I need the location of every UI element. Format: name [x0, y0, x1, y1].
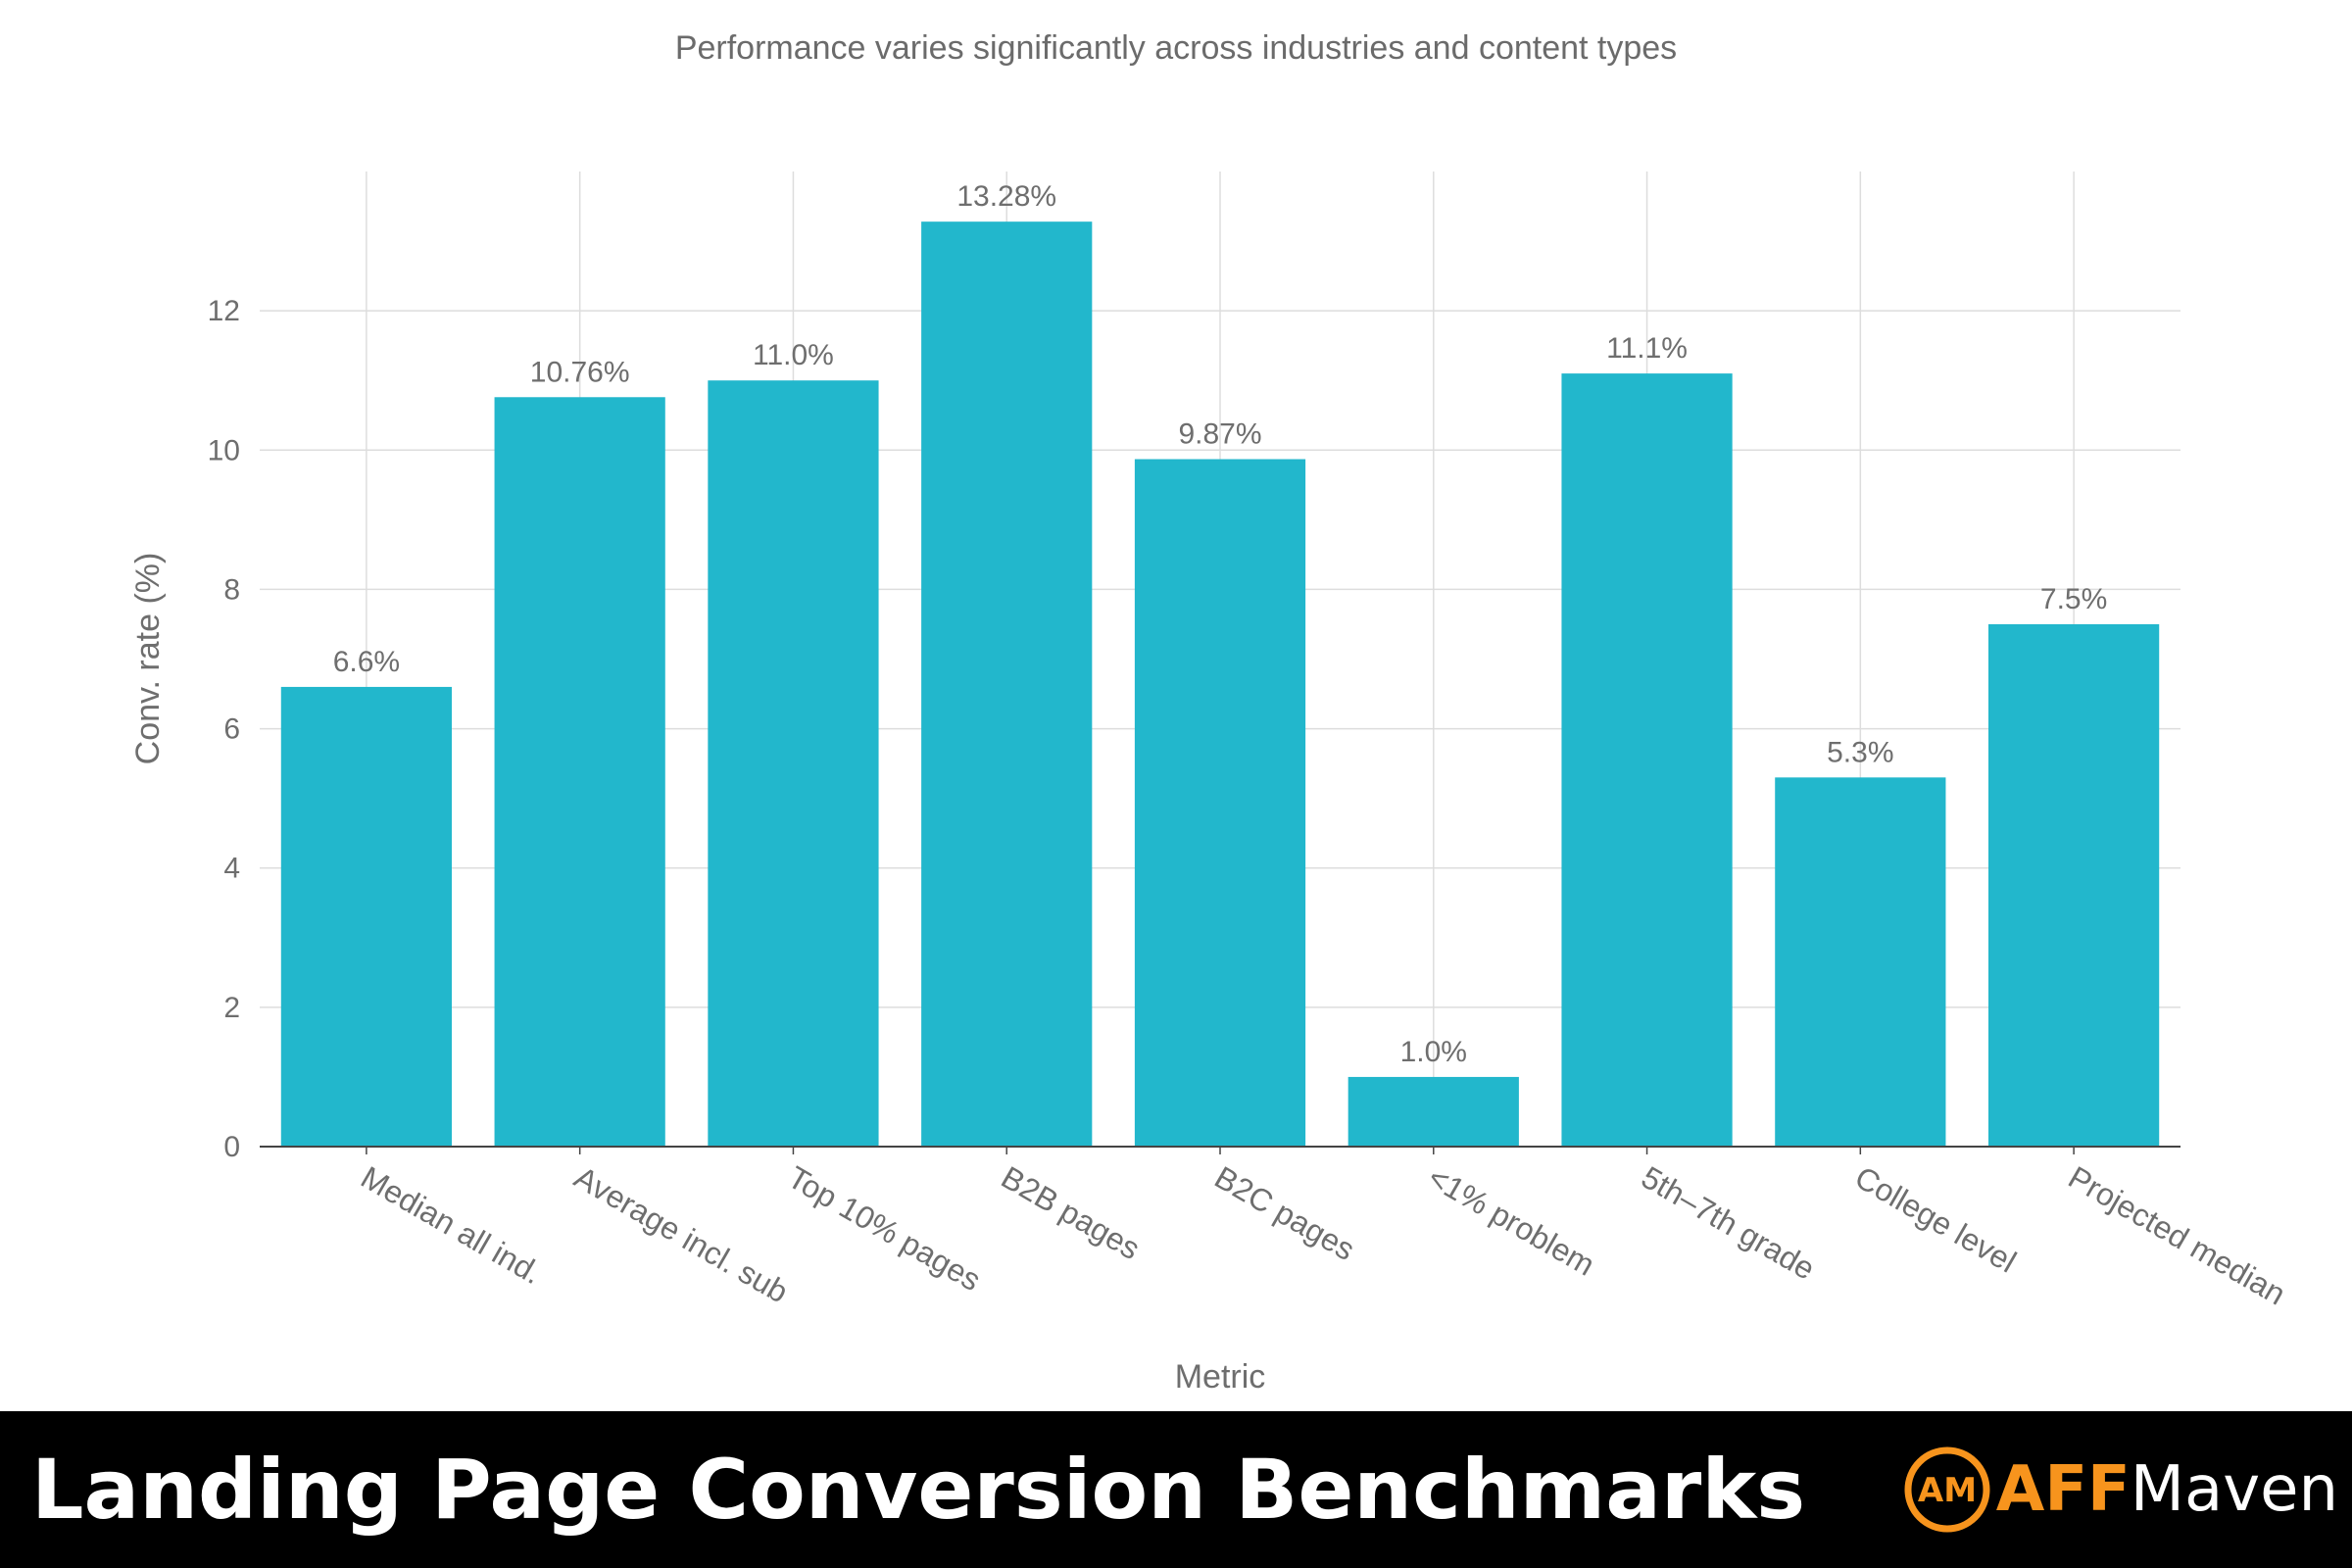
- x-tick-label: 5th–7th grade: [1636, 1159, 1821, 1287]
- x-tick-label: Projected median: [2063, 1159, 2292, 1312]
- bar: [708, 380, 879, 1147]
- brand-logo-letters: AM: [1918, 1471, 1977, 1510]
- bar-data-label: 1.0%: [1400, 1036, 1467, 1068]
- bar: [1134, 459, 1306, 1147]
- x-tick-label: B2B pages: [996, 1159, 1147, 1266]
- y-tick-label: 12: [208, 295, 240, 327]
- brand-name-maven: Maven: [2130, 1453, 2338, 1526]
- bar-data-label: 9.87%: [1178, 418, 1261, 451]
- x-tick-label: College level: [1849, 1159, 2023, 1280]
- y-tick-label: 6: [223, 713, 240, 746]
- x-tick-label: Median all ind.: [355, 1159, 548, 1291]
- x-tick-label: <1% problem: [1422, 1159, 1600, 1283]
- bar-chart: Performance varies significantly across …: [129, 29, 2292, 1396]
- y-tick-label: 0: [223, 1131, 240, 1163]
- bar: [1988, 623, 2160, 1147]
- x-tick-label: Average incl. sub: [568, 1159, 794, 1310]
- bar-data-label: 13.28%: [956, 180, 1056, 213]
- bar: [280, 686, 452, 1147]
- bar: [921, 221, 1093, 1147]
- brand-logo-icon: AM: [1904, 1446, 1990, 1533]
- bar-data-label: 11.1%: [1606, 332, 1688, 365]
- bar-data-label: 5.3%: [1827, 736, 1893, 768]
- bar-data-label: 6.6%: [333, 646, 400, 678]
- bar: [494, 397, 665, 1147]
- x-tick-label: Top 10% pages: [782, 1159, 987, 1298]
- footer-title: Landing Page Conversion Benchmarks: [31, 1442, 1806, 1538]
- y-tick-label: 8: [223, 573, 240, 606]
- bar: [1775, 777, 1946, 1147]
- bar: [1348, 1076, 1519, 1147]
- y-axis-title: Conv. rate (%): [129, 553, 167, 765]
- bar-data-label: 7.5%: [2040, 583, 2107, 615]
- brand-name-aff: AFF: [1995, 1453, 2131, 1526]
- brand-name: AFFMaven: [1996, 1453, 2338, 1526]
- bar-data-label: 10.76%: [530, 356, 630, 388]
- x-tick-label: B2C pages: [1209, 1159, 1361, 1267]
- footer-banner: Landing Page Conversion Benchmarks AM AF…: [0, 1411, 2352, 1568]
- brand-logo: AM AFFMaven: [1902, 1445, 2338, 1535]
- y-tick-label: 4: [223, 853, 240, 885]
- bar-data-label: 11.0%: [753, 339, 834, 371]
- y-tick-label: 2: [223, 992, 240, 1024]
- bar: [1561, 373, 1733, 1147]
- chart-subtitle: Performance varies significantly across …: [675, 29, 1677, 67]
- x-axis-title: Metric: [1175, 1358, 1266, 1396]
- y-tick-label: 10: [208, 434, 240, 466]
- chart-area: Performance varies significantly across …: [129, 29, 2292, 1396]
